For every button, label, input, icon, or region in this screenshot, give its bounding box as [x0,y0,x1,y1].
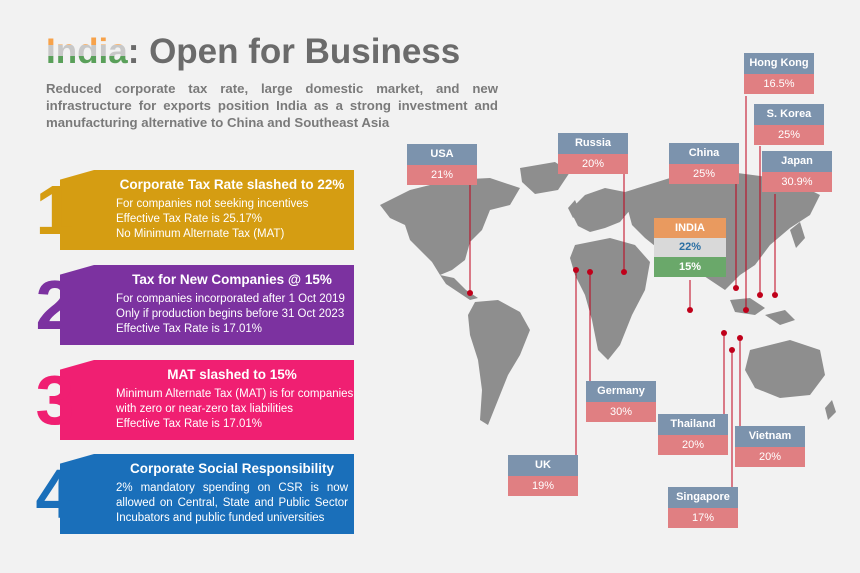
country-rate: 19% [508,476,578,496]
item-number: 2 [35,266,75,344]
country-rate: 30% [586,402,656,422]
item-heading: Corporate Social Responsibility [129,461,335,476]
country-name: Hong Kong [744,53,814,74]
country-label-china: China 25% [669,143,739,184]
item-line: Minimum Alternate Tax (MAT) is for compa… [116,388,354,400]
country-name: Singapore [668,487,738,508]
page-subtitle: Reduced corporate tax rate, large domest… [46,81,498,130]
country-rate: 17% [668,508,738,528]
item-heading: MAT slashed to 15% [167,367,297,382]
country-label-thailand: Thailand 20% [658,414,728,455]
country-label-hong-kong: Hong Kong 16.5% [744,53,814,94]
country-label-s-korea: S. Korea 25% [754,104,824,145]
item-box: Corporate Social Responsibility 2% manda… [60,454,354,534]
country-name: S. Korea [754,104,824,125]
country-rate: 30.9% [762,172,832,192]
item-line: Only if production begins before 31 Oct … [116,308,345,320]
country-name: Japan [762,151,832,172]
india-name: INDIA [654,218,726,238]
country-label-usa: USA 21% [407,144,477,185]
item-box: MAT slashed to 15% Minimum Alternate Tax… [60,360,354,440]
country-rate: 25% [754,125,824,145]
country-name: Germany [586,381,656,402]
country-label-singapore: Singapore 17% [668,487,738,528]
item-line: with zero or near-zero tax liabilities [116,403,294,415]
policy-item-1: 1 Corporate Tax Rate slashed to 22% For … [30,170,354,250]
item-number: 4 [35,455,75,533]
item-line: No Minimum Alternate Tax (MAT) [116,228,285,240]
india-rate-15: 15% [654,257,726,277]
page-title: India: Open for Business [46,34,460,69]
policy-item-2: 2 Tax for New Companies @ 15% For compan… [30,265,354,345]
country-rate: 25% [669,164,739,184]
item-number: 1 [35,171,75,249]
country-rate: 20% [735,447,805,467]
country-label-japan: Japan 30.9% [762,151,832,192]
country-name: USA [407,144,477,165]
item-line: For companies incorporated after 1 Oct 2… [116,293,345,305]
policy-item-3: 3 MAT slashed to 15% Minimum Alternate T… [30,360,354,440]
item-line: Effective Tax Rate is 25.17% [116,213,262,225]
country-name: Russia [558,133,628,154]
country-label-russia: Russia 20% [558,133,628,174]
country-rate: 20% [558,154,628,174]
country-rate: 20% [658,435,728,455]
country-rate: 21% [407,165,477,185]
item-line: Effective Tax Rate is 17.01% [116,323,262,335]
country-label-vietnam: Vietnam 20% [735,426,805,467]
country-label-germany: Germany 30% [586,381,656,422]
country-label-uk: UK 19% [508,455,578,496]
item-box: Tax for New Companies @ 15% For companie… [60,265,354,345]
country-name: China [669,143,739,164]
country-name: UK [508,455,578,476]
item-number: 3 [35,361,75,439]
item-line: For companies not seeking incentives [116,198,309,210]
policy-item-4: 4 Corporate Social Responsibility 2% man… [30,454,354,534]
india-rate-22: 22% [654,238,726,257]
country-name: Thailand [658,414,728,435]
india-callout: INDIA 22% 15% [654,218,726,277]
item-line: Effective Tax Rate is 17.01% [116,418,262,430]
item-heading: Tax for New Companies @ 15% [132,272,332,287]
title-india: India [46,32,128,71]
item-paragraph: 2% mandatory spending on CSR is now allo… [116,482,348,524]
item-heading: Corporate Tax Rate slashed to 22% [119,177,345,192]
country-name: Vietnam [735,426,805,447]
country-rate: 16.5% [744,74,814,94]
title-rest: : Open for Business [127,32,461,71]
item-box: Corporate Tax Rate slashed to 22% For co… [60,170,354,250]
